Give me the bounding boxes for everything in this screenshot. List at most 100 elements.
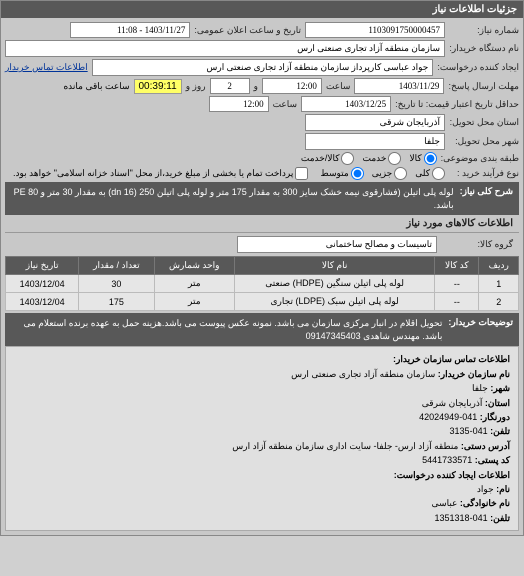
contact-link[interactable]: اطلاعات تماس خریدار xyxy=(5,62,88,73)
contact-postcode-label: کد پستی: xyxy=(475,455,510,465)
deadline-date: 1403/11/29 xyxy=(354,78,444,94)
table-cell: لوله پلی اتیلن سنگین (HDPE) صنعتی xyxy=(235,275,435,293)
payment-note: پرداخت تمام یا بخشی از مبلغ خرید،از محل … xyxy=(13,168,293,179)
row-need-number: شماره نیاز: 1103091750000457 تاریخ و ساع… xyxy=(5,22,519,38)
need-number-value: 1103091750000457 xyxy=(305,22,445,38)
payment-checkbox[interactable] xyxy=(295,167,308,180)
col-code: کد کالا xyxy=(435,257,479,275)
table-cell: -- xyxy=(435,275,479,293)
col-name: نام کالا xyxy=(235,257,435,275)
panel-body: شماره نیاز: 1103091750000457 تاریخ و ساع… xyxy=(1,18,523,535)
buyer-notes-label: توضیحات خریدار: xyxy=(448,317,513,328)
price-deadline-date: 1403/12/25 xyxy=(301,96,391,112)
delivery-province-value: آذربایجان شرقی xyxy=(305,114,445,131)
table-cell: متر xyxy=(154,293,235,311)
budget-radio-1[interactable] xyxy=(388,152,401,165)
price-deadline-label: حداقل تاریخ اعتبار قیمت: تا تاریخ: xyxy=(395,99,519,110)
table-row: 2--لوله پلی اتیلن سبک (LDPE) تجاریمتر175… xyxy=(6,293,519,311)
purchase-radio-2[interactable] xyxy=(351,167,364,180)
budget-option-1[interactable]: خدمت xyxy=(362,152,401,165)
items-table: ردیف کد کالا نام کالا واحد شمارش تعداد /… xyxy=(5,256,519,311)
contact-creator-section: اطلاعات ایجاد کننده درخواست: xyxy=(394,470,510,480)
days-and: و xyxy=(254,81,258,92)
col-qty: تعداد / مقدار xyxy=(79,257,154,275)
public-datetime-label: تاریخ و ساعت اعلان عمومی: xyxy=(194,25,301,36)
contact-box: اطلاعات تماس سازمان خریدار: نام سازمان خ… xyxy=(5,346,519,531)
purchase-option-2[interactable]: متوسط xyxy=(320,167,363,180)
table-cell: لوله پلی اتیلن سبک (LDPE) تجاری xyxy=(235,293,435,311)
delivery-city-value: جلفا xyxy=(305,133,445,150)
budget-radio-group: کالا خدمت کالا/خدمت xyxy=(301,152,437,165)
delivery-city-label: شهر محل تحویل: xyxy=(449,136,519,147)
table-cell: 175 xyxy=(79,293,154,311)
group-value: تاسیسات و مصالح ساختمانی xyxy=(237,236,437,253)
contact-address-label: آدرس دستی: xyxy=(461,441,510,451)
budget-radio-0[interactable] xyxy=(424,152,437,165)
deadline-time: 12:00 xyxy=(262,78,322,94)
contact-city-label: شهر: xyxy=(490,383,510,393)
contact-address: منطقه آزاد ارس- جلفا- سایت اداری سازمان … xyxy=(232,441,458,451)
budget-option-0[interactable]: کالا xyxy=(409,152,436,165)
purchase-radio-1[interactable] xyxy=(394,167,407,180)
contact-phone-label: تلفن: xyxy=(490,426,510,436)
contact-province-label: استان: xyxy=(485,398,510,408)
row-deadline: مهلت ارسال پاسخ: 1403/11/29 ساعت 12:00 و… xyxy=(5,78,519,94)
panel-title: جزئیات اطلاعات نیاز xyxy=(1,1,523,18)
buyer-notes-text: تحویل اقلام در انبار مرکزی سازمان می باش… xyxy=(11,317,442,342)
contact-lastname: عباسی xyxy=(432,498,458,508)
table-cell: -- xyxy=(435,293,479,311)
days-label: روز و xyxy=(186,81,206,92)
table-cell: 1403/12/04 xyxy=(6,293,79,311)
table-row: 1--لوله پلی اتیلن سنگین (HDPE) صنعتیمتر3… xyxy=(6,275,519,293)
buyer-notes-box: توضیحات خریدار: تحویل اقلام در انبار مرک… xyxy=(5,313,519,346)
description-text: لوله پلی اتیلن (فشارقوی نیمه خشک سایز 30… xyxy=(11,186,454,211)
days-count: 2 xyxy=(210,78,250,94)
deadline-label: مهلت ارسال پاسخ: xyxy=(448,81,519,92)
contact-name: جواد xyxy=(477,484,494,494)
table-cell: 1403/12/04 xyxy=(6,275,79,293)
description-box: شرح کلی نیاز: لوله پلی اتیلن (فشارقوی نی… xyxy=(5,182,519,215)
col-row: ردیف xyxy=(479,257,519,275)
budget-type-label: طبقه بندی موضوعی: xyxy=(441,153,519,164)
row-creator: ایجاد کننده درخواست: جواد عباسی کارپرداز… xyxy=(5,59,519,76)
contact-org-label: نام سازمان خریدار: xyxy=(438,369,510,379)
public-datetime-value: 1403/11/27 - 11:08 xyxy=(70,22,190,38)
purchase-radio-0[interactable] xyxy=(432,167,445,180)
creator-label: ایجاد کننده درخواست: xyxy=(437,62,519,73)
row-delivery-province: استان محل تحویل: آذربایجان شرقی xyxy=(5,114,519,131)
payment-note-item[interactable]: پرداخت تمام یا بخشی از مبلغ خرید،از محل … xyxy=(13,167,308,180)
remaining-label: ساعت باقی مانده xyxy=(63,81,129,92)
purchase-radio-group: کلی جزیی متوسط xyxy=(320,167,445,180)
budget-option-2[interactable]: کالا/خدمت xyxy=(301,152,355,165)
row-price-deadline: حداقل تاریخ اعتبار قیمت: تا تاریخ: 1403/… xyxy=(5,96,519,112)
items-section-title: اطلاعات کالاهای مورد نیاز xyxy=(5,215,519,233)
details-panel: جزئیات اطلاعات نیاز شماره نیاز: 11030917… xyxy=(0,0,524,536)
deadline-time-label: ساعت xyxy=(326,81,351,92)
remaining-time: 00:39:11 xyxy=(134,79,182,94)
contact-org: سازمان منطقه آزاد تجاری صنعتی ارس xyxy=(291,369,435,379)
table-cell: 1 xyxy=(479,275,519,293)
purchase-type-label: نوع فرآیند خرید : xyxy=(449,168,519,179)
purchase-option-1[interactable]: جزیی xyxy=(372,167,408,180)
row-org-name: نام دستگاه خریدار: سازمان منطقه آزاد تجا… xyxy=(5,40,519,57)
table-header-row: ردیف کد کالا نام کالا واحد شمارش تعداد /… xyxy=(6,257,519,275)
contact-postcode: 5441733571 xyxy=(422,455,472,465)
contact-lastname-label: نام خانوادگی: xyxy=(460,498,510,508)
org-name-label: نام دستگاه خریدار: xyxy=(449,43,519,54)
row-purchase-type: نوع فرآیند خرید : کلی جزیی متوسط پرداخت … xyxy=(5,167,519,180)
contact-title: اطلاعات تماس سازمان خریدار: xyxy=(393,354,510,364)
col-date: تاریخ نیاز xyxy=(6,257,79,275)
contact-fax: 041-42024949 xyxy=(419,412,477,422)
description-label: شرح کلی نیاز: xyxy=(460,186,513,197)
contact-creator-phone: 041-1351318 xyxy=(435,513,488,523)
contact-fax-label: دورنگار: xyxy=(480,412,510,422)
contact-name-label: نام: xyxy=(496,484,510,494)
table-cell: 2 xyxy=(479,293,519,311)
row-delivery-city: شهر محل تحویل: جلفا xyxy=(5,133,519,150)
price-time: 12:00 xyxy=(209,96,269,112)
contact-creator-phone-label: تلفن: xyxy=(490,513,510,523)
table-cell: 30 xyxy=(79,275,154,293)
purchase-option-0[interactable]: کلی xyxy=(415,167,445,180)
budget-radio-2[interactable] xyxy=(341,152,354,165)
price-time-label: ساعت xyxy=(273,99,298,110)
